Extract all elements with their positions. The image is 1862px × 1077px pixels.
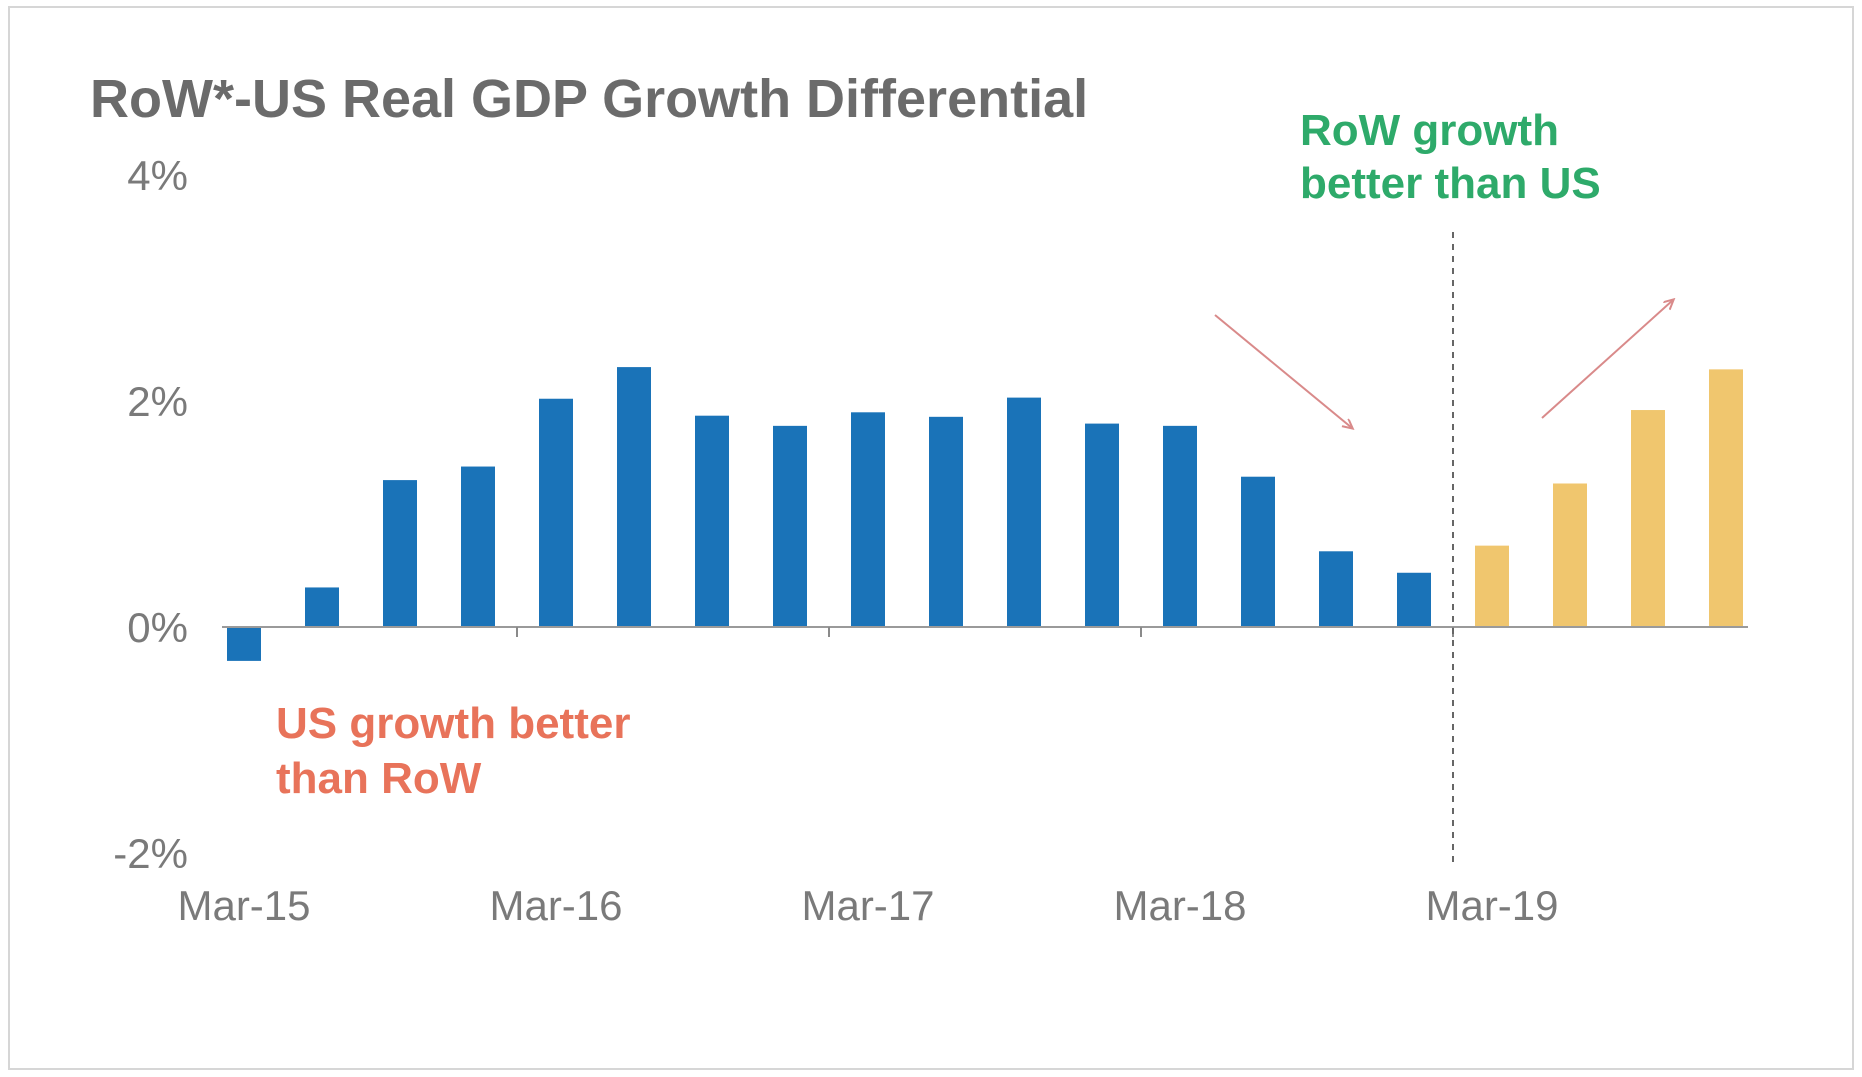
y-tick-label: 0% — [127, 604, 188, 651]
bar — [929, 416, 963, 627]
y-tick-label: 2% — [127, 378, 188, 425]
x-tick-label: Mar-19 — [1425, 882, 1558, 929]
bar — [851, 412, 885, 627]
y-tick-label: -2% — [113, 830, 188, 877]
us-better-annotation-line2: than RoW — [276, 754, 482, 803]
bar — [1007, 397, 1041, 627]
bar — [1241, 476, 1275, 627]
us-better-annotation-line1: US growth better — [276, 699, 630, 748]
bar — [773, 425, 807, 627]
bar — [695, 415, 729, 627]
y-tick-label: 4% — [127, 152, 188, 199]
x-axis-tick-marks — [516, 627, 1454, 637]
up-arrow-icon — [1541, 300, 1673, 419]
chart-title: RoW*-US Real GDP Growth Differential — [90, 69, 1088, 129]
bar — [305, 587, 339, 627]
bar — [1319, 551, 1353, 627]
bar — [1163, 425, 1197, 627]
x-tick-label: Mar-15 — [177, 882, 310, 929]
bar — [383, 480, 417, 627]
bar — [539, 398, 573, 627]
x-axis-ticks: Mar-15 Mar-16 Mar-17 Mar-18 Mar-19 — [177, 882, 1558, 929]
bar — [1475, 545, 1509, 627]
bar — [617, 367, 651, 627]
bar — [461, 466, 495, 627]
bars — [227, 367, 1743, 661]
bar — [1553, 483, 1587, 627]
x-tick-label: Mar-18 — [1113, 882, 1246, 929]
bar — [1631, 410, 1665, 627]
bar — [1085, 423, 1119, 627]
x-tick-label: Mar-17 — [801, 882, 934, 929]
row-better-annotation-line2: better than US — [1300, 159, 1601, 208]
row-better-annotation-line1: RoW growth — [1300, 106, 1559, 155]
y-axis-ticks: 4% 2% 0% -2% — [113, 152, 188, 877]
bar — [1397, 572, 1431, 627]
x-tick-label: Mar-16 — [489, 882, 622, 929]
bar — [227, 627, 261, 661]
bar — [1709, 369, 1743, 627]
down-arrow-icon — [1214, 314, 1352, 428]
